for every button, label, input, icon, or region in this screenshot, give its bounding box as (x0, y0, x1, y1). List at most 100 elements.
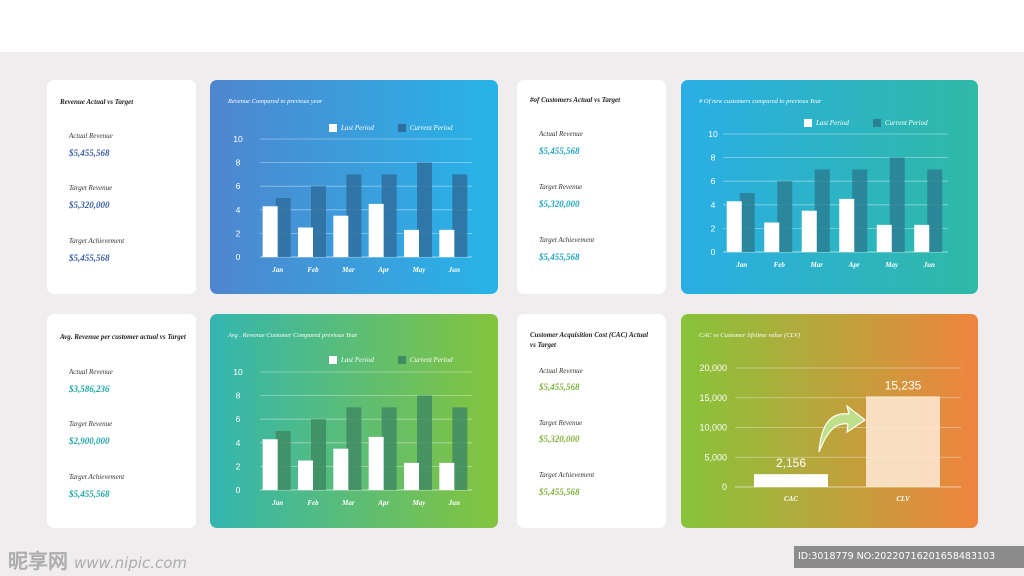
x-tick-label: Jun (923, 261, 935, 269)
bar-current-period (814, 169, 830, 252)
y-tick-label: 20,000 (699, 363, 727, 373)
legend-last-label: Last Period (341, 356, 374, 364)
id-bar: ID:3018779 NO:20220716201658483103 (794, 546, 1024, 568)
x-tick-label: Apr (377, 266, 389, 274)
y-tick-label: 15,000 (699, 393, 727, 403)
legend-swatch-last (329, 356, 337, 364)
kpi-achievement-value: $5,455,568 (539, 252, 580, 262)
kpi-actual-value: $5,455,568 (69, 148, 110, 158)
x-tick-label: Feb (307, 266, 319, 274)
kpi-actual-label: Actual Revenue (69, 368, 113, 376)
bar-last-period (439, 229, 455, 257)
y-tick-label: 2 (236, 228, 241, 238)
y-tick-label: 6 (711, 176, 716, 186)
chart-card-cac-clv: CAC vs Customer lifetime value (CLV) 0 5,… (681, 314, 978, 528)
x-tick-label: Jun (448, 499, 460, 507)
kpi-card-revenue: Revenue Actual vs Target Actual Revenue … (47, 80, 196, 294)
x-tick-label: Mar (341, 266, 355, 274)
x-tick-label: Jun (448, 266, 460, 274)
bar-last-period (914, 224, 930, 252)
bar-chart: 0 2 4 6 8 10 Jan Feb Mar Apr May Jun (708, 129, 948, 269)
bar-last-period (368, 436, 384, 490)
bar-clv (866, 396, 940, 487)
y-tick-label: 4 (711, 200, 716, 210)
legend-swatch-last (329, 124, 337, 132)
x-tick-label: Feb (774, 261, 786, 269)
kpi-achievement-label: Target Achievement (69, 473, 125, 481)
y-tick-label: 0 (722, 482, 727, 492)
bar-last-period (298, 460, 313, 490)
bar-current-period (346, 174, 362, 257)
x-tick-label: May (884, 261, 899, 269)
bar-last-period (404, 229, 419, 257)
kpi-card-customers: #of Customers Actual vs Target Actual Re… (517, 80, 666, 294)
arrow-icon (818, 404, 867, 453)
x-tick-label: Jan (271, 266, 283, 274)
x-tick-label: Jan (735, 261, 747, 269)
legend-current-label: Current Period (409, 356, 453, 364)
y-tick-label: 0 (236, 485, 241, 495)
y-tick-label: 10 (708, 129, 718, 139)
kpi-target-value: $5,320,000 (539, 199, 580, 209)
y-tick-label: 2 (711, 223, 716, 233)
y-tick-label: 4 (236, 205, 241, 215)
bar-last-period (368, 203, 384, 257)
watermark: 昵享网 www.nipic.com (0, 546, 187, 576)
bar-current-period (311, 186, 326, 257)
kpi-actual-label: Actual Revenue (539, 130, 583, 138)
y-tick-label: 10 (233, 134, 243, 144)
bar-last-period (298, 227, 313, 257)
y-tick-label: 0 (236, 252, 241, 262)
kpi-actual-value: $5,455,568 (539, 382, 580, 392)
watermark-text: 昵享网 (8, 549, 68, 573)
chart-card-revenue: Revenue Compared to previous year Last P… (210, 80, 498, 294)
bar-current-period (927, 169, 943, 252)
x-tick-label: CLV (896, 495, 911, 503)
legend-swatch-current (872, 119, 881, 127)
legend-current-label: Current Period (409, 124, 453, 132)
kpi-achievement-label: Target Achievement (539, 471, 595, 479)
data-label: 15,235 (885, 378, 922, 392)
top-bar (0, 0, 1024, 52)
legend-current-label: Current Period (884, 119, 928, 127)
y-tick-label: 8 (711, 153, 716, 163)
bar-last-period (333, 448, 349, 490)
x-tick-label: Feb (307, 499, 319, 507)
bar-current-period (452, 174, 468, 257)
bar-current-period (381, 407, 397, 490)
kpi-achievement-value: $5,455,568 (69, 253, 110, 263)
kpi-achievement-label: Target Achievement (69, 237, 125, 245)
kpi-target-value: $5,320,000 (69, 200, 110, 210)
bar-chart: 0 2 4 6 8 10 Jan Feb Mar Apr May Jun (233, 134, 472, 274)
bar-current-period (889, 157, 905, 252)
x-tick-label: Mar (810, 261, 824, 269)
legend: Last Period Current Period (329, 356, 453, 364)
y-tick-label: 0 (711, 247, 716, 257)
bar-last-period (262, 206, 278, 257)
bar-last-period (726, 201, 742, 252)
legend-swatch-last (804, 119, 812, 127)
bar-last-period (839, 198, 855, 252)
bar-last-period (404, 462, 419, 490)
kpi-title: Revenue Actual vs Target (60, 98, 134, 106)
x-tick-label: May (412, 266, 427, 274)
y-tick-label: 2 (236, 461, 241, 471)
bar-current-period (381, 174, 397, 257)
bar-current-period (739, 193, 755, 252)
bar-current-period (275, 198, 291, 257)
x-tick-label: CAC (784, 495, 798, 503)
bar-current-period (852, 169, 868, 252)
bar-last-period (262, 439, 278, 490)
chart-title: CAC vs Customer lifetime value (CLV) (699, 332, 801, 339)
bar-last-period (876, 224, 892, 252)
x-tick-label: Apr (377, 499, 389, 507)
x-tick-label: Mar (341, 499, 355, 507)
data-label: 2,156 (776, 456, 806, 470)
legend-swatch-current (397, 124, 406, 132)
x-tick-label: Apr (848, 261, 860, 269)
chart-card-new-customers: # Of new customers compared to previous … (681, 80, 978, 294)
kpi-title: Avg. Revenue per customer actual vs Targ… (60, 333, 186, 341)
kpi-target-value: $2,900,000 (69, 436, 110, 446)
kpi-target-label: Target Revenue (69, 184, 113, 192)
kpi-card-cac: Customer Acquisition Cost (CAC) Actual v… (517, 314, 666, 528)
